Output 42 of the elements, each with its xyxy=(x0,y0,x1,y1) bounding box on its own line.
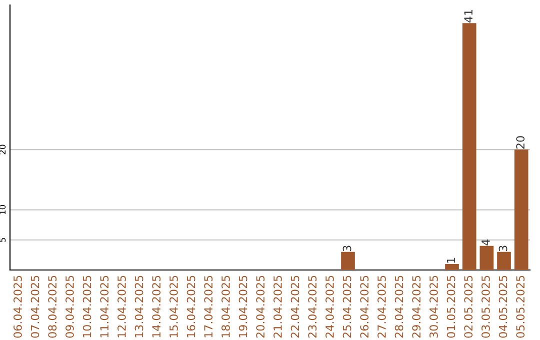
data-label: 41 xyxy=(464,10,472,23)
x-tick-label: 12.04.2025 xyxy=(117,276,126,338)
data-label: 1 xyxy=(446,258,456,263)
x-tick-label: 07.04.2025 xyxy=(30,276,40,338)
x-tick-label: 13.04.2025 xyxy=(134,276,144,338)
x-tick-label: 04.05.2025 xyxy=(498,276,508,338)
x-tick-label: 02.05.2025 xyxy=(464,276,473,338)
x-tick-label: 11.04.2025 xyxy=(100,276,109,338)
data-label: 3 xyxy=(342,246,352,252)
x-tick-label: 08.04.2025 xyxy=(48,276,57,338)
x-tick-label: 27.04.2025 xyxy=(377,276,386,338)
x-tick-label: 15.04.2025 xyxy=(169,276,178,338)
x-tick-label: 17.04.2025 xyxy=(204,276,213,338)
x-tick-label: 06.04.2025 xyxy=(13,276,22,338)
x-tick-label: 21.04.2025 xyxy=(273,276,282,338)
x-tick-label: 26.04.2025 xyxy=(360,276,369,338)
bar xyxy=(445,264,459,270)
x-tick-label: 29.04.2025 xyxy=(412,276,421,338)
x-tick-label: 19.04.2025 xyxy=(238,276,248,338)
x-tick-label: 18.04.2025 xyxy=(221,276,230,338)
x-tick-label: 09.04.2025 xyxy=(65,276,74,338)
x-tick-label: 24.04.2025 xyxy=(325,276,334,338)
bar xyxy=(462,23,476,270)
x-tick-label: 10.04.2025 xyxy=(82,276,92,338)
x-tick-label: 16.04.2025 xyxy=(186,276,196,338)
bar xyxy=(497,252,511,270)
x-tick-label: 20.04.2025 xyxy=(256,276,265,338)
data-label: 3 xyxy=(498,246,508,252)
x-tick-label: 14.04.2025 xyxy=(152,276,161,338)
x-tick-label: 28.04.2025 xyxy=(394,276,404,338)
x-tick-label: 05.05.2025 xyxy=(516,276,525,338)
x-tick-label: 22.04.2025 xyxy=(290,276,300,338)
x-tick-label: 30.04.2025 xyxy=(429,276,438,338)
x-tick-label: 03.05.2025 xyxy=(481,276,490,338)
data-label: 20 xyxy=(516,136,525,149)
data-label: 4 xyxy=(482,239,490,246)
bar xyxy=(341,252,355,270)
bar xyxy=(480,246,494,270)
x-tick-label: 23.04.2025 xyxy=(308,276,317,338)
x-tick-label: 01.05.2025 xyxy=(446,276,456,338)
x-tick-label: 25.04.2025 xyxy=(342,276,352,338)
bar xyxy=(514,150,528,270)
